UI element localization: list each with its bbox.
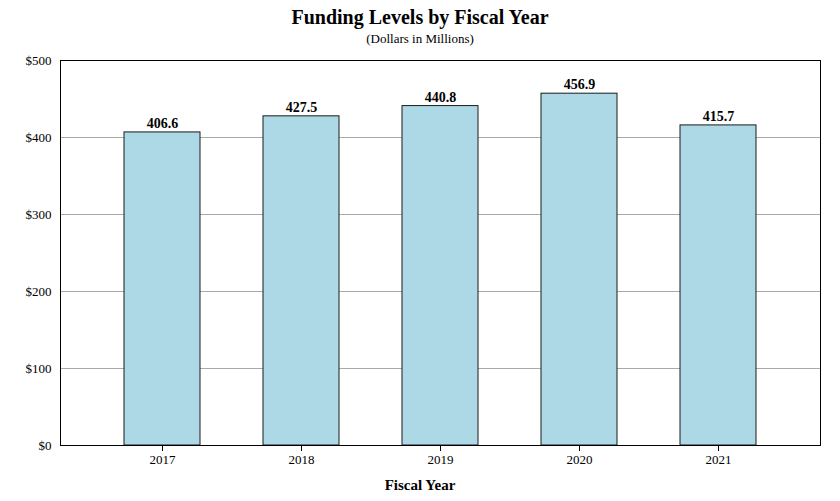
svg-text:$200: $200 [26, 284, 52, 299]
svg-text:406.6: 406.6 [147, 116, 179, 131]
svg-text:2017: 2017 [150, 452, 177, 467]
svg-text:$300: $300 [26, 207, 52, 222]
svg-text:2021: 2021 [706, 452, 732, 467]
svg-text:427.5: 427.5 [286, 100, 318, 115]
svg-text:$100: $100 [26, 361, 52, 376]
svg-text:440.8: 440.8 [425, 90, 457, 105]
html-text:(Dollars in Millions): (Dollars in Millions) [366, 31, 474, 46]
svg-text:2019: 2019 [428, 452, 454, 467]
svg-text:415.7: 415.7 [703, 109, 735, 124]
svg-text:2020: 2020 [567, 452, 593, 467]
html-text:Fiscal Year: Fiscal Year [384, 477, 456, 493]
svg-text:456.9: 456.9 [564, 77, 596, 92]
svg-text:2018: 2018 [289, 452, 315, 467]
svg-text:$400: $400 [26, 130, 52, 145]
svg-text:$0: $0 [39, 438, 52, 453]
svg-text:$500: $500 [26, 53, 52, 68]
html-text:Funding Levels by Fiscal Year: Funding Levels by Fiscal Year [291, 6, 549, 28]
